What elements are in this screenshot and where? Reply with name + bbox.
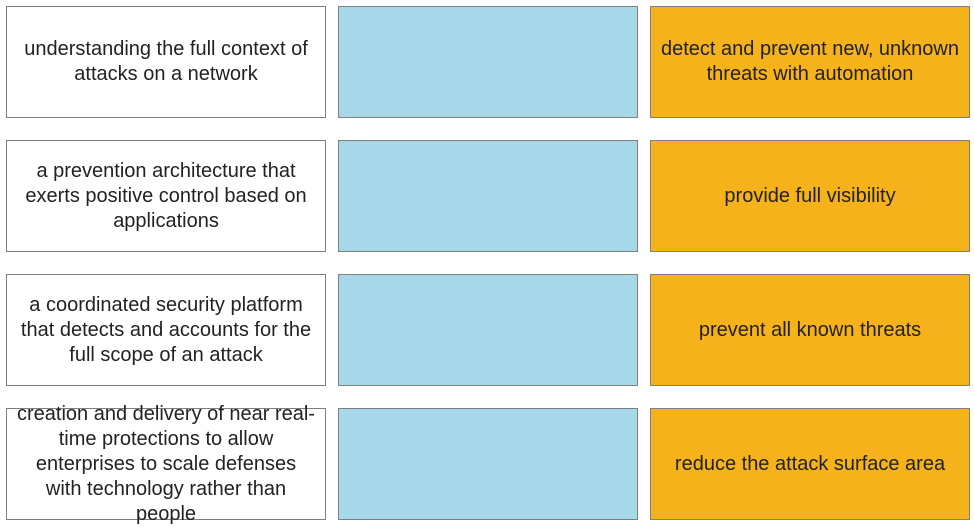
drop-target-1[interactable] — [338, 140, 638, 252]
left-item-2[interactable]: a coordinated security platform that det… — [6, 274, 326, 386]
matching-grid: understanding the full context of attack… — [0, 0, 974, 526]
right-item-2[interactable]: prevent all known threats — [650, 274, 970, 386]
left-item-3[interactable]: creation and delivery of near real-time … — [6, 408, 326, 520]
drop-target-0[interactable] — [338, 6, 638, 118]
drop-target-2[interactable] — [338, 274, 638, 386]
left-item-0[interactable]: understanding the full context of attack… — [6, 6, 326, 118]
right-item-1[interactable]: provide full visibility — [650, 140, 970, 252]
right-item-3[interactable]: reduce the attack surface area — [650, 408, 970, 520]
left-item-1[interactable]: a prevention architecture that exerts po… — [6, 140, 326, 252]
drop-target-3[interactable] — [338, 408, 638, 520]
right-item-0[interactable]: detect and prevent new, unknown threats … — [650, 6, 970, 118]
